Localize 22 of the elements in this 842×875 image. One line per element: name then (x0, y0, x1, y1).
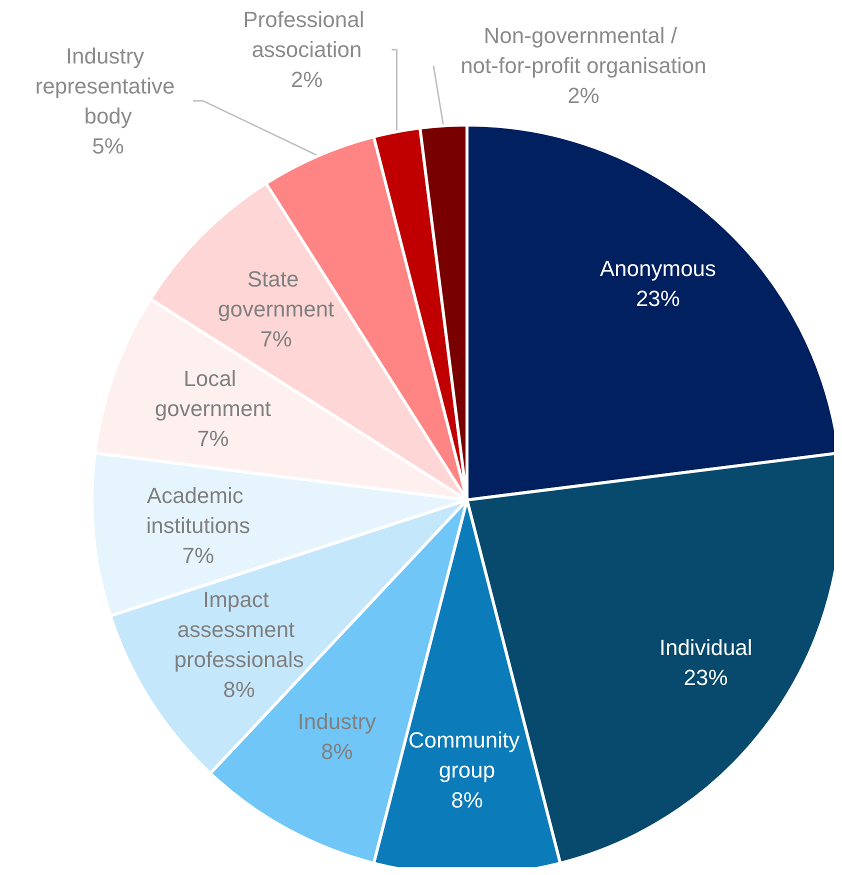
data-label: 7% (260, 326, 292, 352)
data-label: 8% (223, 677, 255, 702)
slice-label: Industry (298, 709, 376, 734)
data-label: 2% (290, 67, 323, 92)
slice-label: Individual (659, 634, 752, 660)
data-label: 23% (684, 664, 728, 690)
slice-label: Community group (408, 728, 526, 782)
slice-label: Impact assessment professionals (174, 587, 304, 672)
slice-label: Professional association (243, 7, 370, 62)
slice-label: Industry representative body (35, 43, 181, 128)
data-label: 5% (92, 133, 124, 158)
slice-label: Academic institutions (146, 482, 250, 538)
data-label: 7% (197, 426, 229, 452)
slice-label: State government (218, 266, 334, 322)
data-label: 2% (568, 83, 600, 108)
slice-label: Anonymous (600, 256, 716, 281)
data-label: 8% (321, 739, 353, 764)
slice-label: Local government (154, 366, 272, 422)
slice-label: Non-governmental / not-for-profit organisation (460, 23, 706, 78)
data-label: 7% (182, 542, 214, 568)
data-label: 23% (636, 286, 680, 311)
data-label: 8% (451, 788, 483, 812)
